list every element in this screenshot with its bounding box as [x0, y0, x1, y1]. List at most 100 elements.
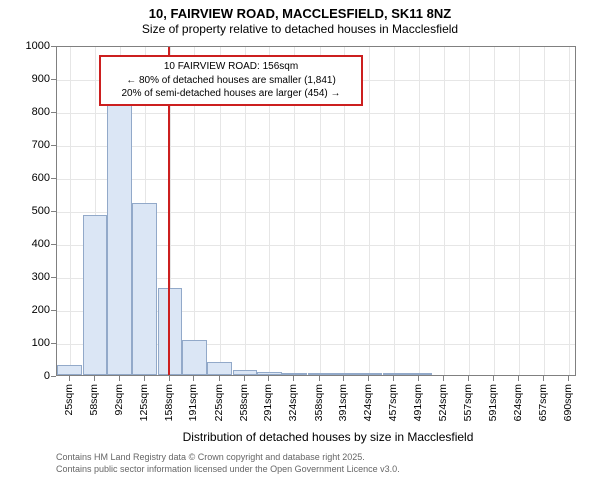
xtick-mark	[418, 376, 419, 381]
annotation-line2: ← 80% of detached houses are smaller (1,…	[107, 74, 355, 88]
ytick-label: 700	[32, 139, 50, 151]
xtick-label: 125sqm	[138, 384, 150, 421]
xtick-label: 624sqm	[512, 384, 524, 421]
annotation-line1: 10 FAIRVIEW ROAD: 156sqm	[107, 60, 355, 74]
xtick-label: 358sqm	[313, 384, 325, 421]
gridline-h	[57, 179, 575, 180]
ytick-label: 100	[32, 337, 50, 349]
gridline-v	[444, 47, 445, 375]
plot-area: 10 FAIRVIEW ROAD: 156sqm← 80% of detache…	[56, 46, 576, 376]
xtick-mark	[393, 376, 394, 381]
ytick-label: 1000	[26, 40, 50, 52]
ytick-label: 800	[32, 106, 50, 118]
histogram-bar	[332, 373, 357, 375]
xtick-label: 258sqm	[238, 384, 250, 421]
ytick-mark	[51, 112, 56, 113]
xtick-label: 92sqm	[113, 384, 125, 416]
histogram-bar	[407, 373, 432, 375]
gridline-v	[544, 47, 545, 375]
xtick-label: 657sqm	[537, 384, 549, 421]
xtick-mark	[468, 376, 469, 381]
xtick-label: 158sqm	[163, 384, 175, 421]
gridline-v	[70, 47, 71, 375]
xtick-mark	[493, 376, 494, 381]
annotation-box: 10 FAIRVIEW ROAD: 156sqm← 80% of detache…	[99, 55, 363, 106]
histogram-bar	[207, 362, 232, 375]
xtick-label: 225sqm	[213, 384, 225, 421]
histogram-bar	[233, 370, 258, 375]
xtick-mark	[268, 376, 269, 381]
xtick-mark	[144, 376, 145, 381]
histogram-bar	[383, 373, 408, 375]
histogram-bar	[257, 372, 282, 375]
histogram-bar	[132, 203, 157, 375]
gridline-v	[394, 47, 395, 375]
ytick-mark	[51, 145, 56, 146]
gridline-h	[57, 146, 575, 147]
gridline-v	[469, 47, 470, 375]
ytick-label: 900	[32, 73, 50, 85]
xtick-mark	[94, 376, 95, 381]
gridline-v	[369, 47, 370, 375]
xtick-mark	[69, 376, 70, 381]
xtick-label: 391sqm	[337, 384, 349, 421]
gridline-v	[569, 47, 570, 375]
xtick-mark	[119, 376, 120, 381]
x-axis-title: Distribution of detached houses by size …	[56, 430, 600, 444]
ytick-label: 400	[32, 238, 50, 250]
histogram-bar	[282, 373, 307, 375]
xtick-mark	[244, 376, 245, 381]
annotation-line3: 20% of semi-detached houses are larger (…	[107, 87, 355, 101]
xtick-label: 690sqm	[562, 384, 574, 421]
xtick-label: 491sqm	[412, 384, 424, 421]
xtick-mark	[343, 376, 344, 381]
xtick-mark	[169, 376, 170, 381]
xtick-label: 291sqm	[262, 384, 274, 421]
histogram-bar	[182, 340, 207, 375]
footer-line1: Contains HM Land Registry data © Crown c…	[56, 452, 600, 464]
footer: Contains HM Land Registry data © Crown c…	[56, 452, 600, 475]
histogram-bar	[308, 373, 333, 375]
ytick-label: 500	[32, 205, 50, 217]
xtick-mark	[568, 376, 569, 381]
ytick-mark	[51, 211, 56, 212]
gridline-v	[494, 47, 495, 375]
ytick-mark	[51, 343, 56, 344]
histogram-bar	[83, 215, 108, 375]
ytick-mark	[51, 277, 56, 278]
gridline-h	[57, 113, 575, 114]
ytick-label: 600	[32, 172, 50, 184]
xtick-mark	[518, 376, 519, 381]
title-sub: Size of property relative to detached ho…	[0, 22, 600, 36]
xtick-mark	[193, 376, 194, 381]
ytick-label: 0	[44, 370, 50, 382]
footer-line2: Contains public sector information licen…	[56, 464, 600, 476]
xtick-mark	[368, 376, 369, 381]
ytick-mark	[51, 310, 56, 311]
histogram-bar	[57, 365, 82, 375]
xtick-mark	[293, 376, 294, 381]
xtick-label: 25sqm	[63, 384, 75, 416]
ytick-mark	[51, 46, 56, 47]
xtick-label: 191sqm	[187, 384, 199, 421]
xtick-label: 591sqm	[487, 384, 499, 421]
ytick-mark	[51, 244, 56, 245]
xtick-label: 424sqm	[362, 384, 374, 421]
xtick-label: 58sqm	[88, 384, 100, 416]
xtick-mark	[543, 376, 544, 381]
histogram-bar	[107, 101, 132, 375]
xtick-label: 557sqm	[462, 384, 474, 421]
gridline-v	[419, 47, 420, 375]
ytick-mark	[51, 376, 56, 377]
histogram-bar	[357, 373, 382, 375]
gridline-v	[519, 47, 520, 375]
xtick-label: 457sqm	[387, 384, 399, 421]
xtick-label: 524sqm	[437, 384, 449, 421]
ytick-mark	[51, 178, 56, 179]
title-main: 10, FAIRVIEW ROAD, MACCLESFIELD, SK11 8N…	[0, 6, 600, 21]
xtick-mark	[219, 376, 220, 381]
xtick-mark	[443, 376, 444, 381]
chart-wrap: Number of detached properties 10 FAIRVIE…	[56, 46, 600, 444]
ytick-label: 300	[32, 271, 50, 283]
title-block: 10, FAIRVIEW ROAD, MACCLESFIELD, SK11 8N…	[0, 6, 600, 36]
